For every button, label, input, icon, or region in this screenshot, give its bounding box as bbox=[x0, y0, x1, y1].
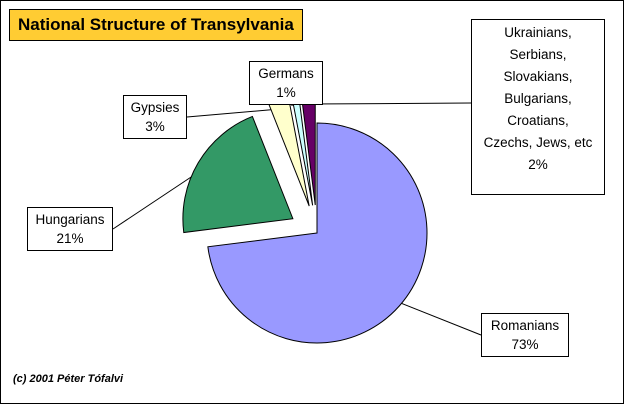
label-romanians: Romanians 73% bbox=[481, 313, 569, 357]
label-others-line: Serbians, bbox=[509, 47, 567, 62]
pie-slice-romanians bbox=[207, 122, 428, 344]
label-hungarians-value: 21% bbox=[56, 231, 84, 246]
label-germans-name: Germans bbox=[258, 66, 314, 81]
label-romanians-name: Romanians bbox=[490, 318, 560, 333]
label-others-line: Ukrainians, bbox=[504, 25, 572, 40]
label-others-line: Croatians, bbox=[507, 113, 569, 128]
copyright-text: (c) 2001 Péter Tófalvi bbox=[13, 373, 124, 385]
leader-line-gypsies bbox=[186, 108, 281, 118]
leader-line-others bbox=[308, 102, 472, 105]
label-others: Ukrainians, Serbians, Slovakians, Bulgar… bbox=[471, 19, 605, 195]
label-others-line: Slovakians, bbox=[503, 69, 573, 84]
leader-line-romanians bbox=[392, 299, 482, 336]
label-gypsies-name: Gypsies bbox=[130, 100, 180, 115]
pie-slices bbox=[182, 94, 428, 344]
label-others-value: 2% bbox=[528, 157, 548, 172]
label-gypsies-value: 3% bbox=[145, 119, 165, 134]
label-hungarians-name: Hungarians bbox=[35, 212, 105, 227]
pie-slice-hungarians bbox=[182, 115, 294, 234]
label-others-line: Czechs, Jews, etc bbox=[483, 135, 593, 150]
label-romanians-value: 73% bbox=[511, 337, 539, 352]
label-gypsies: Gypsies 3% bbox=[123, 95, 187, 139]
label-hungarians: Hungarians 21% bbox=[27, 207, 113, 251]
label-germans-value: 1% bbox=[276, 85, 296, 100]
label-others-line: Bulgarians, bbox=[504, 91, 572, 106]
chart-title: National Structure of Transylvania bbox=[9, 9, 303, 41]
label-germans: Germans 1% bbox=[249, 61, 323, 105]
